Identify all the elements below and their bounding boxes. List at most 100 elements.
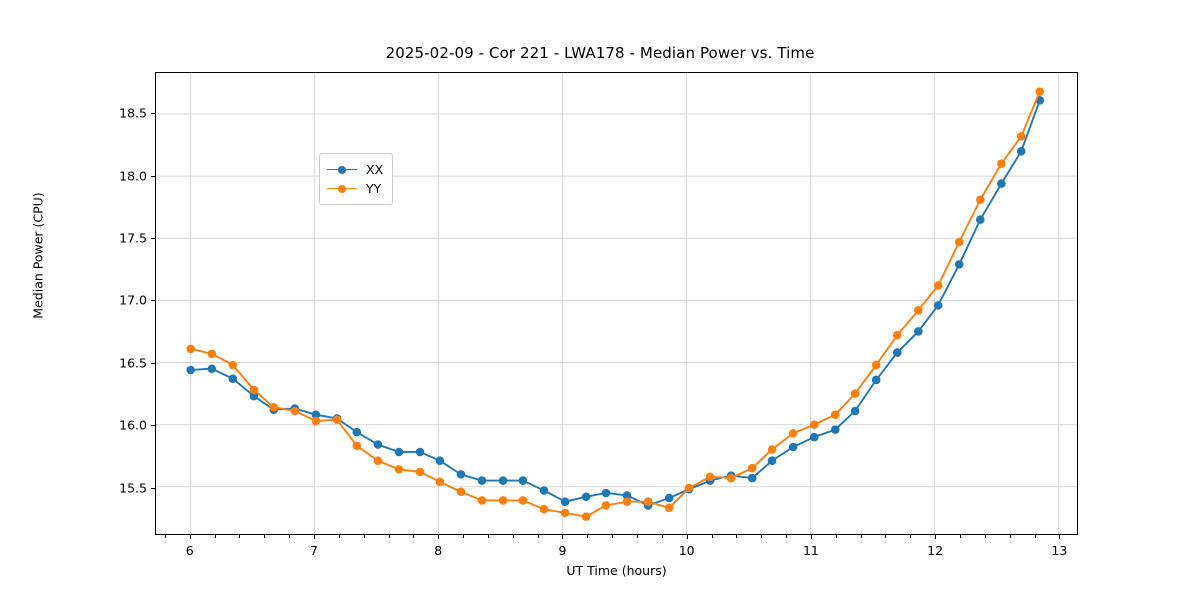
y-axis-label: Median Power (CPU): [30, 192, 46, 319]
data-point: [788, 429, 798, 438]
data-point: [850, 389, 860, 398]
y-tick-mark: [151, 237, 155, 239]
legend-entry-xx[interactable]: XX: [327, 160, 383, 179]
data-point: [415, 467, 425, 477]
x-tick-mark-minor: [736, 535, 738, 538]
data-point: [332, 415, 342, 424]
x-tick-mark-minor: [388, 535, 390, 538]
data-point: [954, 260, 964, 269]
data-point: [997, 179, 1006, 188]
data-point: [228, 360, 238, 370]
y-tick-mark: [151, 362, 155, 364]
data-point: [809, 432, 819, 442]
x-tick-label: 11: [802, 543, 819, 558]
x-tick-mark-minor: [463, 535, 465, 538]
y-tick-label: 16.0: [119, 417, 147, 433]
x-tick-mark-minor: [959, 535, 961, 538]
data-point: [601, 501, 611, 510]
data-point: [249, 385, 259, 395]
y-axis-tick-marks: [151, 72, 155, 535]
x-tick-mark-minor: [587, 535, 589, 538]
data-point: [976, 195, 985, 205]
legend-entry-yy[interactable]: YY: [327, 179, 383, 198]
data-point: [933, 281, 943, 290]
x-tick-mark-minor: [338, 535, 340, 538]
data-point: [456, 487, 466, 497]
x-tick-mark-minor: [984, 535, 986, 538]
data-point: [560, 508, 570, 518]
legend[interactable]: XX YY: [319, 153, 394, 205]
x-tick-mark: [438, 535, 440, 539]
data-point: [207, 349, 217, 359]
data-point: [892, 330, 902, 340]
x-tick-mark-minor: [835, 535, 837, 538]
data-point: [456, 470, 466, 479]
y-tick-label: 16.5: [119, 355, 147, 371]
data-point: [601, 488, 611, 498]
data-point: [1035, 87, 1045, 96]
data-point: [477, 496, 487, 505]
x-tick-label: 9: [558, 543, 567, 558]
data-point: [394, 447, 404, 457]
data-point: [581, 512, 591, 521]
y-tick-label: 17.0: [119, 292, 147, 308]
x-tick-mark: [314, 535, 315, 539]
legend-swatch-xx: [327, 164, 357, 176]
data-point: [830, 425, 840, 434]
x-tick-mark-minor: [487, 535, 489, 538]
plot-area: XX YY: [155, 72, 1078, 535]
chart-title: 2025-02-09 - Cor 221 - LWA178 - Median P…: [385, 44, 815, 62]
x-tick-mark-minor: [885, 535, 887, 538]
data-point: [186, 365, 195, 375]
x-tick-mark-minor: [761, 535, 763, 538]
data-series-layer: [186, 87, 1045, 521]
x-tick-label: 12: [927, 543, 944, 558]
data-point: [498, 496, 508, 505]
x-tick-mark-minor: [860, 535, 862, 538]
data-point: [518, 496, 528, 505]
data-point: [664, 503, 674, 513]
data-point: [581, 492, 591, 502]
data-point: [249, 391, 259, 401]
data-point: [767, 456, 777, 465]
legend-swatch-yy: [327, 183, 357, 195]
data-point: [726, 473, 736, 483]
data-point: [373, 440, 383, 449]
x-tick-mark-minor: [537, 535, 539, 538]
x-tick-mark-minor: [413, 535, 415, 538]
x-tick-mark-minor: [164, 535, 166, 538]
data-point: [311, 410, 321, 419]
x-tick-mark: [562, 535, 564, 539]
data-point: [830, 410, 840, 419]
y-axis-tick-labels: 15.5 16.0 16.5 17.0 17.5 18.0 18.5: [95, 72, 147, 535]
data-point: [415, 447, 425, 457]
x-tick-mark: [810, 535, 812, 539]
data-point: [954, 237, 964, 247]
x-tick-label: 6: [185, 543, 194, 558]
y-tick-label: 18.5: [119, 105, 147, 121]
x-tick-mark: [1059, 535, 1061, 539]
x-tick-label: 10: [678, 543, 695, 558]
data-point: [207, 364, 217, 374]
data-point: [871, 360, 881, 370]
data-point: [997, 159, 1006, 168]
x-tick-mark-minor: [612, 535, 614, 538]
data-point: [933, 301, 943, 310]
x-tick-mark-minor: [239, 535, 241, 538]
x-tick-mark-minor: [264, 535, 266, 538]
data-point: [518, 476, 528, 485]
data-point: [311, 416, 321, 426]
data-point: [809, 420, 819, 429]
data-point: [892, 348, 902, 357]
data-point: [747, 473, 757, 483]
x-tick-mark-minor: [1009, 535, 1011, 538]
x-tick-mark-minor: [661, 535, 663, 538]
data-point: [352, 441, 362, 451]
x-axis-tick-labels: 6 7 8 9 10 11 12 13: [155, 535, 1078, 559]
data-point: [914, 306, 923, 315]
x-tick-mark-minor: [214, 535, 216, 538]
data-point: [269, 402, 279, 412]
data-point: [560, 497, 570, 506]
data-point: [705, 472, 715, 482]
